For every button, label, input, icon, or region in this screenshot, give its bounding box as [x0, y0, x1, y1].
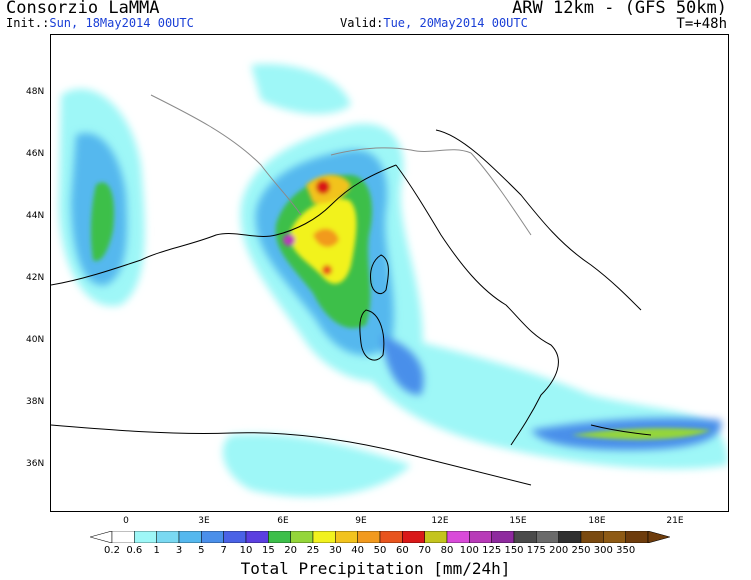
colorbar-label: 0.6 [126, 545, 143, 556]
lon-label: 12E [431, 516, 449, 526]
colorbar-arrow-low [90, 531, 113, 543]
colorbar-swatch [424, 531, 448, 543]
colorbar-swatch [335, 531, 358, 543]
country-borders [150, 94, 532, 236]
colorbar-label: 125 [482, 545, 502, 556]
colorbar-label: 60 [395, 545, 409, 556]
valid-value: Tue, 20May2014 00UTC [383, 16, 528, 30]
colorbar-label: 40 [351, 545, 365, 556]
forecast-timestep: T=+48h [676, 16, 727, 32]
colorbar-label: 175 [526, 545, 546, 556]
colorbar-swatch [223, 531, 247, 543]
colorbar-swatch [603, 531, 626, 543]
valid-time: Valid:Tue, 20May2014 00UTC [340, 16, 528, 30]
colorbar-swatch [580, 531, 604, 543]
lat-label: 38N [26, 397, 45, 407]
valid-prefix: Valid: [340, 16, 384, 30]
colorbar-label: 300 [593, 545, 613, 556]
lon-label: 9E [355, 516, 367, 526]
colorbar-swatch [134, 531, 157, 543]
colorbar-label: 3 [175, 545, 183, 556]
colorbar-swatch [312, 531, 336, 543]
colorbar-swatch [245, 531, 269, 543]
colorbar-swatch [625, 531, 649, 543]
colorbar-swatch [178, 531, 202, 543]
colorbar-label: 5 [198, 545, 205, 556]
colorbar-swatch [446, 531, 470, 543]
colorbar-swatch [201, 531, 224, 543]
colorbar-swatch [469, 531, 492, 543]
model-run-title: ARW 12km - (GFS 50km) [512, 0, 727, 18]
colorbar-label: 10 [239, 545, 253, 556]
lat-label: 48N [26, 87, 45, 97]
colorbar-label: 7 [220, 545, 227, 556]
colorbar-swatch [357, 531, 381, 543]
colorbar-label: 1 [153, 545, 160, 556]
colorbar-swatch [536, 531, 559, 543]
colorbar-arrow-high [647, 531, 670, 543]
colorbar-swatch [491, 531, 515, 543]
init-prefix: Init.: [6, 16, 50, 30]
colorbar-label: 150 [504, 545, 524, 556]
colorbar-swatch [513, 531, 537, 543]
colorbar-swatch [156, 531, 180, 543]
lon-label: 3E [198, 516, 210, 526]
colorbar-label: 250 [571, 545, 591, 556]
colorbar-label: 70 [418, 545, 432, 556]
lon-label: 0 [123, 516, 129, 526]
init-value: Sun, 18May2014 00UTC [49, 16, 194, 30]
model-centre-title: Consorzio LaMMA [6, 0, 160, 18]
lat-label: 44N [26, 211, 45, 221]
colorbar-swatch [558, 531, 582, 543]
map-svg [51, 64, 728, 497]
lon-label: 15E [509, 516, 527, 526]
colorbar-label: 0.2 [104, 545, 120, 556]
colorbar-label: 15 [261, 545, 275, 556]
lat-label: 40N [26, 335, 45, 345]
coastlines [51, 129, 652, 486]
colorbar-swatch [290, 531, 314, 543]
lat-label: 42N [26, 273, 45, 283]
lat-label: 36N [26, 459, 45, 469]
colorbar-swatch [268, 531, 291, 543]
colorbar-label: 80 [440, 545, 454, 556]
colorbar-swatch [111, 531, 135, 543]
colorbar-label: 30 [328, 545, 342, 556]
lon-label: 18E [588, 516, 606, 526]
colorbar-label: 200 [549, 545, 569, 556]
colorbar-title: Total Precipitation [mm/24h] [240, 559, 511, 578]
colorbar-label: 50 [373, 545, 387, 556]
colorbar [90, 531, 670, 543]
lon-label: 6E [277, 516, 289, 526]
colorbar-swatch [402, 531, 425, 543]
lon-label: 21E [666, 516, 684, 526]
colorbar-label: 100 [459, 545, 479, 556]
colorbar-label: 350 [616, 545, 636, 556]
lat-label: 46N [26, 149, 45, 159]
precipitation-map [50, 34, 729, 512]
colorbar-label: 20 [284, 545, 298, 556]
colorbar-label: 25 [306, 545, 320, 556]
init-time: Init.:Sun, 18May2014 00UTC [6, 16, 194, 30]
colorbar-swatch [379, 531, 403, 543]
